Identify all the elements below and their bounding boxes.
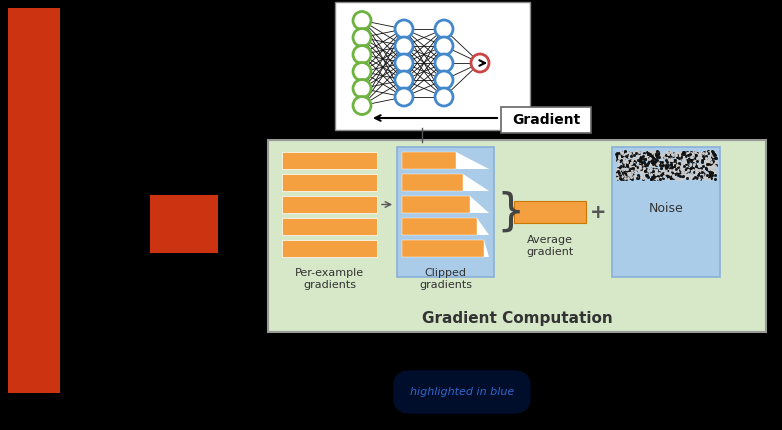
Polygon shape xyxy=(456,152,489,169)
FancyBboxPatch shape xyxy=(402,152,456,169)
Circle shape xyxy=(353,62,371,80)
FancyBboxPatch shape xyxy=(282,196,377,213)
Circle shape xyxy=(395,54,413,72)
Circle shape xyxy=(435,71,453,89)
FancyBboxPatch shape xyxy=(612,147,720,277)
FancyBboxPatch shape xyxy=(282,174,377,191)
Circle shape xyxy=(395,37,413,55)
Circle shape xyxy=(395,20,413,38)
Circle shape xyxy=(353,80,371,98)
Circle shape xyxy=(353,12,371,30)
FancyBboxPatch shape xyxy=(402,196,470,213)
Text: +: + xyxy=(590,203,606,221)
Text: Clipped
gradients: Clipped gradients xyxy=(419,268,472,289)
Circle shape xyxy=(353,46,371,64)
FancyBboxPatch shape xyxy=(402,218,477,235)
FancyBboxPatch shape xyxy=(282,218,377,235)
Text: Noise: Noise xyxy=(648,203,683,215)
Text: Gradient: Gradient xyxy=(512,113,580,127)
FancyBboxPatch shape xyxy=(282,240,377,257)
FancyBboxPatch shape xyxy=(150,195,218,253)
FancyBboxPatch shape xyxy=(402,174,463,191)
Circle shape xyxy=(435,37,453,55)
Text: Gradient Computation: Gradient Computation xyxy=(421,310,612,326)
Circle shape xyxy=(395,71,413,89)
FancyBboxPatch shape xyxy=(402,240,484,257)
Circle shape xyxy=(435,20,453,38)
Text: }: } xyxy=(496,190,525,233)
Text: Average
gradient: Average gradient xyxy=(526,235,574,257)
Polygon shape xyxy=(463,174,489,191)
Circle shape xyxy=(395,88,413,106)
FancyBboxPatch shape xyxy=(282,152,377,169)
FancyBboxPatch shape xyxy=(514,201,586,223)
Circle shape xyxy=(353,28,371,46)
Polygon shape xyxy=(470,196,489,213)
Polygon shape xyxy=(484,240,489,257)
Circle shape xyxy=(435,88,453,106)
FancyBboxPatch shape xyxy=(268,140,766,332)
Circle shape xyxy=(353,96,371,114)
Circle shape xyxy=(435,54,453,72)
FancyBboxPatch shape xyxy=(397,147,494,277)
FancyBboxPatch shape xyxy=(8,8,60,393)
FancyBboxPatch shape xyxy=(501,107,591,133)
FancyBboxPatch shape xyxy=(335,2,530,130)
Polygon shape xyxy=(477,218,489,235)
Text: highlighted in blue: highlighted in blue xyxy=(410,387,514,397)
Text: Per-example
gradients: Per-example gradients xyxy=(295,268,364,289)
Circle shape xyxy=(471,54,489,72)
